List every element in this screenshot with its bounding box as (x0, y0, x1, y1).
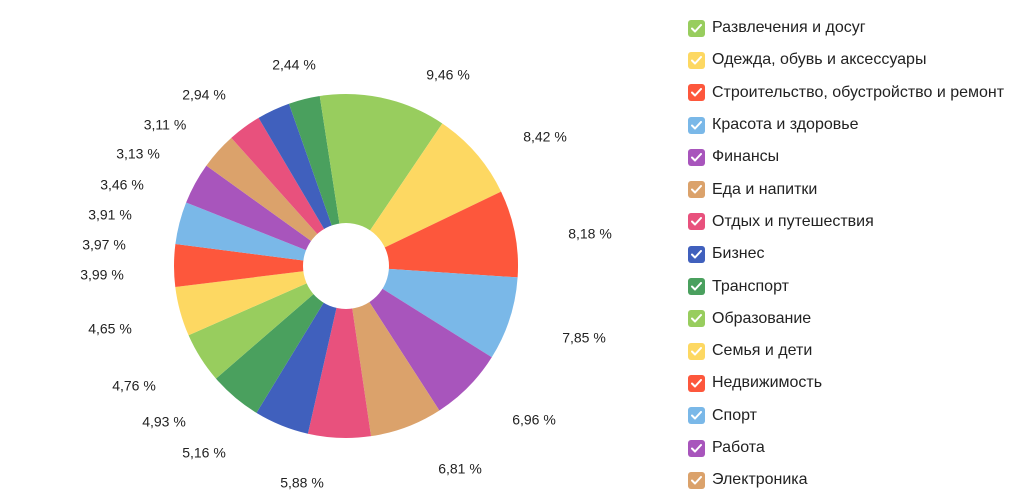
slice-value-label-1: 9,46 % (426, 67, 470, 83)
slice-value-label-18: 2,94 % (182, 87, 226, 103)
legend-label: Образование (712, 309, 812, 327)
legend-item[interactable]: Еда и напитки (688, 173, 1028, 205)
slice-value-label-10: 4,76 % (112, 378, 156, 394)
slice-value-label-9: 4,93 % (142, 414, 186, 430)
checkbox-checked-icon[interactable] (688, 439, 705, 457)
legend-label: Транспорт (712, 277, 789, 295)
pie-slice-2[interactable] (346, 123, 502, 267)
donut-chart: 9,46 % 8,42 % 8,18 % 7,85 % 6,96 % 6,81 % 5,88… (80, 57, 612, 491)
legend-label: Семья и дети (712, 342, 813, 360)
legend-label: Развлечения и досуг (712, 19, 866, 37)
legend-item[interactable]: Отдых и путешествия (688, 206, 1028, 238)
legend-item[interactable]: Семья и дети (688, 335, 1028, 367)
legend-item[interactable]: Транспорт (688, 270, 1028, 302)
legend-label: Работа (712, 439, 765, 456)
pie-slice-4[interactable] (346, 266, 518, 358)
pie-slice-6[interactable] (346, 266, 440, 437)
checkbox-checked-icon[interactable] (688, 116, 705, 134)
slice-value-label-13: 3,97 % (82, 237, 126, 253)
pie-slice-1[interactable] (346, 94, 443, 266)
checkbox-checked-icon[interactable] (688, 51, 705, 69)
slice-value-label-6: 6,81 % (438, 461, 482, 477)
pie-slice-9[interactable] (215, 266, 346, 413)
slice-value-label-17: 3,11 % (144, 117, 187, 133)
slice-value-label-3: 8,18 % (568, 226, 612, 242)
checkbox-checked-icon[interactable] (688, 84, 705, 102)
pie-slice-12[interactable] (174, 243, 346, 287)
checkbox-checked-icon[interactable] (688, 310, 705, 328)
pie-slice-14[interactable] (186, 165, 346, 266)
slice-value-label-2: 8,42 % (523, 129, 567, 145)
slice-value-label-4: 7,85 % (562, 330, 606, 346)
legend: Развлечения и досуг Одежда, обувь и аксес… (688, 12, 1028, 496)
checkbox-checked-icon[interactable] (688, 278, 705, 296)
checkbox-checked-icon[interactable] (688, 19, 705, 37)
donut-chart-svg: 9,46 % 8,42 % 8,18 % 7,85 % 6,96 % 6,81 % 5,88… (80, 57, 612, 491)
checkbox-checked-icon[interactable] (688, 213, 705, 231)
slice-value-label-15: 3,46 % (100, 177, 144, 193)
slice-value-label-19: 2,44 % (272, 57, 316, 73)
legend-label: Отдых и путешествия (712, 212, 874, 230)
pie-slice-16[interactable] (231, 117, 346, 266)
pie-slice-3[interactable] (346, 191, 518, 278)
legend-label: Спорт (712, 406, 757, 424)
legend-label: Недвижимость (712, 374, 823, 392)
legend-item[interactable]: Красота и здоровье (688, 109, 1028, 141)
checkbox-checked-icon[interactable] (688, 407, 705, 425)
legend-label: Одежда, обувь и аксессуары (712, 51, 927, 69)
slice-value-label-5: 6,96 % (512, 412, 556, 428)
checkbox-checked-icon[interactable] (688, 245, 705, 263)
legend-item[interactable]: Работа (688, 432, 1028, 464)
slice-value-label-8: 5,16 % (182, 445, 226, 461)
slice-value-label-16: 3,13 % (116, 146, 160, 162)
pie-slice-7[interactable] (307, 266, 372, 439)
legend-label: Электроника (712, 471, 808, 489)
legend-item[interactable]: Недвижимость (688, 367, 1028, 399)
legend-label: Красота и здоровье (712, 116, 859, 134)
slice-value-label-11: 4,65 % (88, 321, 132, 337)
checkbox-checked-icon[interactable] (688, 181, 705, 199)
slices-group (174, 94, 518, 439)
legend-item[interactable]: Образование (688, 303, 1028, 335)
checkbox-checked-icon[interactable] (688, 148, 705, 166)
pie-slice-19[interactable] (319, 94, 346, 266)
legend-label: Строительство, обустройство и ремонт (712, 83, 1005, 101)
checkbox-checked-icon[interactable] (688, 471, 705, 489)
pie-slice-8[interactable] (256, 266, 346, 434)
pie-slice-15[interactable] (206, 137, 346, 266)
legend-item[interactable]: Электроника (688, 464, 1028, 496)
value-labels-group: 9,46 % 8,42 % 8,18 % 7,85 % 6,96 % 6,81 % 5,88… (80, 57, 612, 491)
checkbox-checked-icon[interactable] (688, 342, 705, 360)
pie-slice-5[interactable] (346, 266, 492, 411)
slice-value-label-12: 3,99 % (80, 267, 124, 283)
pie-slice-17[interactable] (258, 103, 346, 266)
legend-label: Финансы (712, 148, 780, 166)
legend-item[interactable]: Бизнес (688, 238, 1028, 270)
legend-label: Бизнес (712, 245, 765, 263)
legend-item[interactable]: Развлечения и досуг (688, 12, 1028, 44)
donut-hole (303, 223, 389, 309)
legend-item[interactable]: Одежда, обувь и аксессуары (688, 44, 1028, 76)
pie-slice-11[interactable] (175, 266, 346, 336)
legend-label: Еда и напитки (712, 180, 818, 198)
legend-item[interactable]: Строительство, обустройство и ремонт (688, 77, 1028, 109)
checkbox-checked-icon[interactable] (688, 374, 705, 392)
pie-slice-10[interactable] (188, 266, 346, 379)
pie-slice-13[interactable] (175, 202, 346, 266)
slice-value-label-14: 3,91 % (88, 207, 132, 223)
pie-slice-18[interactable] (288, 96, 346, 267)
legend-item[interactable]: Спорт (688, 400, 1028, 432)
slice-value-label-7: 5,88 % (280, 475, 324, 491)
legend-item[interactable]: Финансы (688, 141, 1028, 173)
